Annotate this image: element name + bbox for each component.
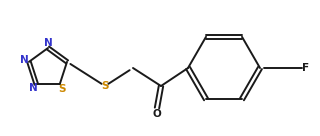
Text: N: N bbox=[29, 83, 38, 93]
Text: N: N bbox=[44, 38, 52, 48]
Text: S: S bbox=[58, 84, 66, 94]
Text: F: F bbox=[302, 63, 309, 73]
Text: O: O bbox=[153, 109, 161, 119]
Text: S: S bbox=[101, 81, 109, 91]
Text: N: N bbox=[20, 55, 28, 65]
